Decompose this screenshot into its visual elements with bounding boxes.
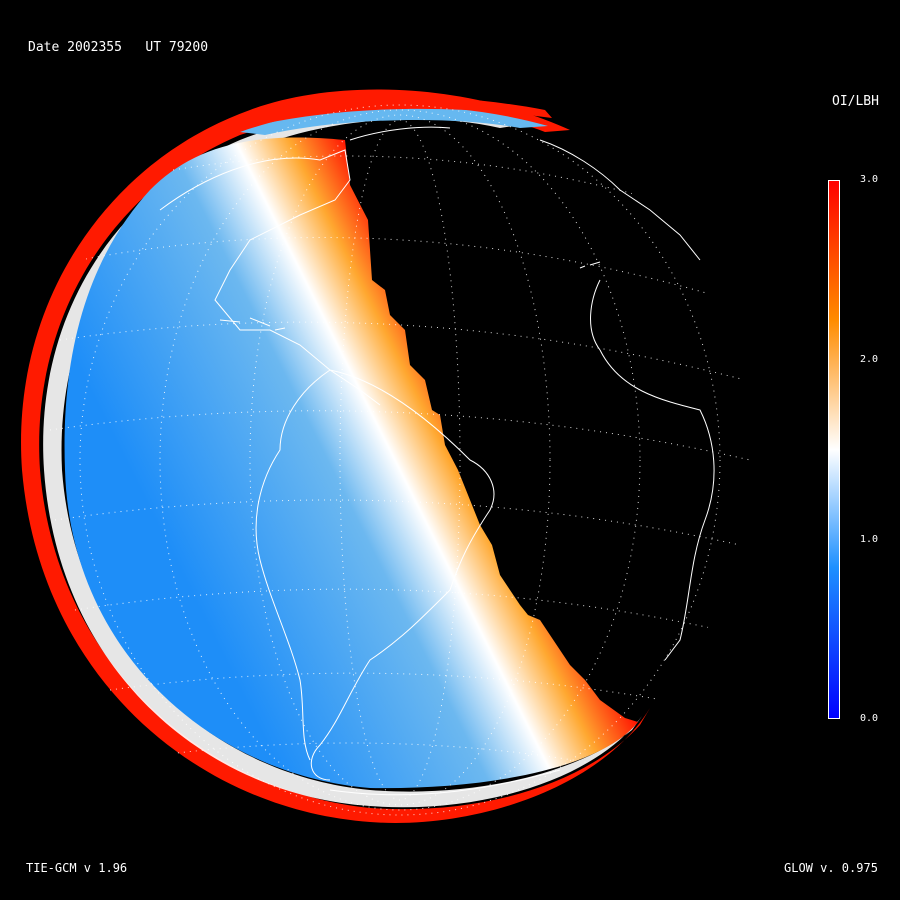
coastlines <box>159 126 715 796</box>
ut-value: UT 79200 <box>145 40 209 55</box>
glow-version-label: GLOW v. 0.975 <box>784 861 878 875</box>
colorbar <box>828 180 840 719</box>
colorbar-tick-1: 1.0 <box>860 534 879 545</box>
date-ut-label: Date 2002355 UT 79200 <box>28 40 208 55</box>
date-value: Date 2002355 <box>28 40 122 55</box>
colorbar-tick-2: 2.0 <box>860 354 879 365</box>
tiegcm-version-label: TIE-GCM v 1.96 <box>26 861 128 875</box>
graticule <box>49 104 749 816</box>
colorbar-tick-3: 3.0 <box>860 174 879 185</box>
colorbar-tick-0: 0.0 <box>860 713 879 724</box>
colorbar-title: OI/LBH <box>832 94 879 109</box>
